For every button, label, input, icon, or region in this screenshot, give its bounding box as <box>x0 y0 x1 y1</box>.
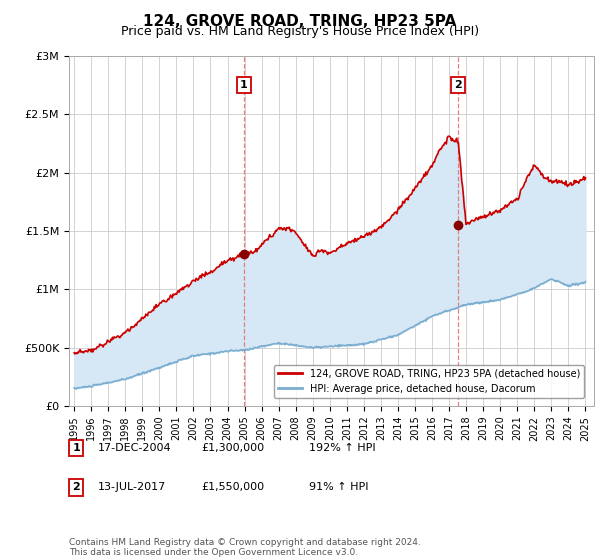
Text: Price paid vs. HM Land Registry's House Price Index (HPI): Price paid vs. HM Land Registry's House … <box>121 25 479 38</box>
Text: 91% ↑ HPI: 91% ↑ HPI <box>309 482 368 492</box>
Text: 1: 1 <box>240 80 248 90</box>
Text: 17-DEC-2004: 17-DEC-2004 <box>98 443 172 453</box>
Text: £1,550,000: £1,550,000 <box>201 482 264 492</box>
Text: Contains HM Land Registry data © Crown copyright and database right 2024.
This d: Contains HM Land Registry data © Crown c… <box>69 538 421 557</box>
Text: £1,300,000: £1,300,000 <box>201 443 264 453</box>
Text: 13-JUL-2017: 13-JUL-2017 <box>98 482 166 492</box>
Legend: 124, GROVE ROAD, TRING, HP23 5PA (detached house), HPI: Average price, detached : 124, GROVE ROAD, TRING, HP23 5PA (detach… <box>274 365 584 398</box>
Text: 2: 2 <box>454 80 462 90</box>
Text: 192% ↑ HPI: 192% ↑ HPI <box>309 443 376 453</box>
Text: 2: 2 <box>73 482 80 492</box>
Text: 1: 1 <box>73 443 80 453</box>
Text: 124, GROVE ROAD, TRING, HP23 5PA: 124, GROVE ROAD, TRING, HP23 5PA <box>143 14 457 29</box>
